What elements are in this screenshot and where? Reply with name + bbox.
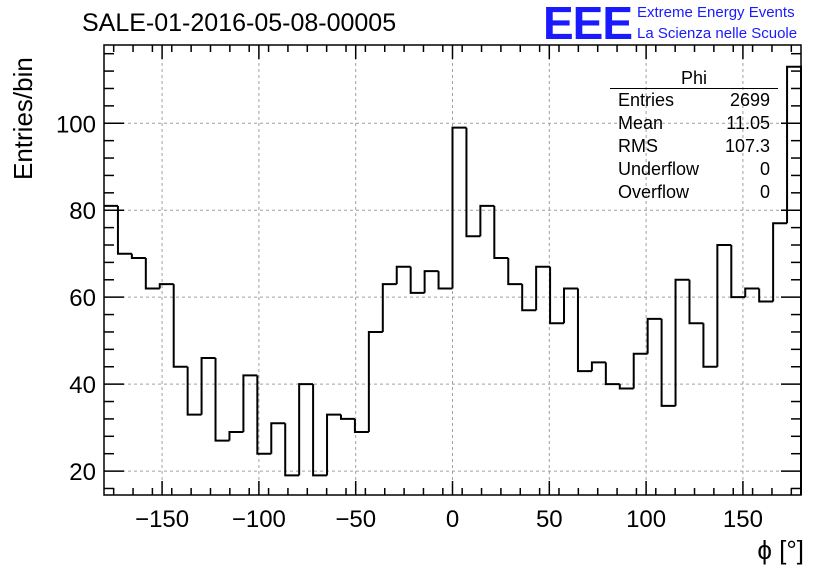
histogram-bin: [744, 287, 760, 298]
y-tick-label: 40: [69, 372, 96, 399]
stats-box: Phi Entries 2699 Mean 11.05 RMS 107.3 Un…: [610, 68, 778, 204]
stats-label: RMS: [618, 136, 658, 156]
histogram-bin: [270, 422, 286, 454]
histogram-bin: [409, 266, 425, 294]
histogram-bin: [339, 414, 355, 420]
histogram-bin: [507, 258, 523, 286]
histogram-bin: [479, 204, 495, 237]
histogram-bin: [688, 279, 704, 325]
histogram-bin: [521, 284, 537, 312]
stats-row-rms: RMS 107.3: [610, 135, 778, 158]
histogram-bin: [130, 253, 146, 260]
stats-row-underflow: Underflow 0: [610, 158, 778, 181]
histogram-bin: [576, 288, 592, 373]
y-tick-label: 20: [69, 459, 96, 486]
histogram-bin: [716, 244, 732, 367]
x-tick-label: −50: [335, 506, 376, 533]
histogram-bin: [353, 418, 369, 433]
eee-logo-line1: Extreme Energy Events: [637, 4, 795, 21]
chart-title: SALE-01-2016-05-08-00005: [82, 9, 397, 37]
histogram-bin: [256, 375, 272, 455]
histogram-bin: [590, 361, 606, 372]
x-axis-label: ϕ [°]: [757, 535, 804, 565]
histogram-bin: [116, 205, 132, 255]
y-tick-label: 60: [69, 285, 96, 312]
y-tick-label: 80: [69, 198, 96, 225]
histogram-bin: [298, 383, 314, 476]
histogram-bin: [674, 278, 690, 406]
histogram-bin: [158, 283, 174, 289]
histogram-bin: [632, 352, 648, 389]
histogram-bin: [214, 358, 230, 442]
stats-value: 0: [759, 159, 770, 179]
stats-value: 0: [759, 182, 770, 202]
histogram-bin: [242, 374, 258, 432]
histogram-bin: [200, 357, 216, 415]
histogram-bin: [660, 318, 676, 407]
histogram-bin: [423, 270, 439, 293]
stats-label: Mean: [618, 113, 664, 133]
x-tick-label: −100: [232, 506, 286, 533]
histogram-bin: [437, 271, 453, 290]
histogram-bin: [563, 287, 578, 324]
x-tick-label: 0: [446, 506, 459, 533]
histogram-bin: [381, 283, 397, 332]
histogram-bin: [549, 266, 565, 325]
histogram-bin: [702, 323, 718, 368]
x-tick-label: 150: [723, 506, 763, 533]
histogram-bin: [772, 222, 788, 302]
stats-row-overflow: Overflow 0: [610, 181, 778, 204]
x-tick-label: 50: [536, 506, 563, 533]
histogram-bin: [758, 288, 774, 303]
x-tick-label: 100: [626, 506, 666, 533]
histogram-bin: [535, 265, 551, 311]
histogram-bin: [646, 317, 662, 354]
histogram-bin: [326, 413, 341, 476]
tick-labels: −150 −100 −50 0 50 100 150 20 40 60 80 100: [56, 111, 763, 533]
stats-label: Underflow: [618, 159, 700, 179]
histogram-bin: [465, 127, 481, 238]
x-tick-label: −150: [135, 506, 189, 533]
stats-label: Overflow: [618, 182, 690, 202]
histogram-bin: [395, 265, 411, 285]
y-tick-label: 100: [56, 111, 96, 138]
y-axis-label: Entries/bin: [8, 57, 38, 180]
histogram-bin: [144, 258, 160, 290]
stats-value: 11.05: [726, 113, 770, 133]
histogram-bin: [493, 205, 509, 260]
histogram-bin: [312, 384, 328, 477]
histogram-bin: [451, 126, 467, 289]
histogram-bin: [730, 245, 746, 299]
eee-logo: EEE: [543, 0, 633, 49]
histogram-bin: [618, 384, 634, 390]
axis-ticks: [104, 45, 801, 495]
histogram-bin: [786, 65, 802, 495]
histogram-bin: [172, 284, 188, 368]
stats-value: 2699: [729, 90, 770, 110]
eee-logo-line2: La Scienza nelle Scuole: [637, 25, 798, 42]
histogram-bin: [604, 362, 620, 386]
stats-header: Phi: [610, 68, 778, 89]
stats-row-entries: Entries 2699: [610, 89, 778, 112]
histogram-bin: [186, 366, 202, 416]
histogram-bin: [228, 430, 244, 441]
histogram-bin: [367, 330, 383, 432]
stats-row-mean: Mean 11.05: [610, 112, 778, 135]
stats-value: 107.3: [724, 136, 770, 156]
stats-label: Entries: [618, 90, 675, 110]
histogram-bin: [284, 423, 300, 477]
